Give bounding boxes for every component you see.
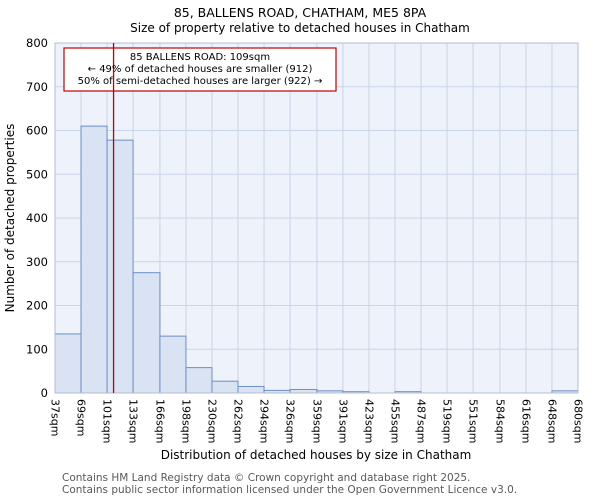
histogram-bar <box>185 367 213 394</box>
y-tick-label: 800 <box>26 36 48 50</box>
histogram-bar <box>54 333 82 394</box>
histogram-bar <box>289 389 318 394</box>
plot-border <box>54 42 579 394</box>
y-tick-label: 700 <box>26 80 48 94</box>
attribution-line1: Contains HM Land Registry data © Crown c… <box>62 472 471 484</box>
x-axis-title: Distribution of detached houses by size … <box>161 448 472 462</box>
x-tick-label: 680sqm <box>572 399 585 443</box>
y-tick-label: 400 <box>26 211 48 225</box>
y-axis-title: Number of detached properties <box>3 124 17 313</box>
y-tick-label: 600 <box>26 124 48 138</box>
y-tick-label: 200 <box>26 299 48 313</box>
x-tick-label: 262sqm <box>232 399 245 443</box>
chart-title: 85, BALLENS ROAD, CHATHAM, ME5 8PA <box>173 5 427 20</box>
annotation-box <box>63 47 337 92</box>
x-tick-label: 359sqm <box>310 399 323 443</box>
attribution-line2: Contains public sector information licen… <box>62 484 518 496</box>
y-tick-label: 0 <box>41 386 48 400</box>
y-axis-ticks: 0 100 200 300 400 500 600 700 800 <box>26 36 48 400</box>
x-tick-label: 294sqm <box>258 399 271 443</box>
annotation-line2: ← 49% of detached houses are smaller (91… <box>88 64 313 75</box>
x-tick-label: 616sqm <box>519 399 532 443</box>
x-tick-label: 101sqm <box>101 399 114 443</box>
histogram-bar <box>159 335 187 394</box>
attribution-footer: Contains HM Land Registry data © Crown c… <box>62 472 600 496</box>
x-tick-label: 487sqm <box>415 399 428 443</box>
x-tick-label: 37sqm <box>49 399 62 436</box>
x-tick-label: 198sqm <box>179 399 192 443</box>
bars <box>54 125 579 394</box>
y-tick-label: 500 <box>26 167 48 181</box>
histogram-bar <box>237 385 265 394</box>
x-tick-label: 391sqm <box>336 399 349 443</box>
x-tick-label: 551sqm <box>467 399 480 443</box>
y-tick-label: 300 <box>26 255 48 269</box>
histogram-chart: 85 BALLENS ROAD: 109sqm ← 49% of detache… <box>3 36 585 462</box>
histogram-bar <box>106 139 134 394</box>
x-tick-label: 455sqm <box>388 399 401 443</box>
chart-header: 85, BALLENS ROAD, CHATHAM, ME5 8PA Size … <box>0 0 600 36</box>
histogram-bar <box>132 272 161 394</box>
annotation-line1: 85 BALLENS ROAD: 109sqm <box>130 52 270 63</box>
x-tick-label: 326sqm <box>284 399 297 443</box>
annotation-line3: 50% of semi-detached houses are larger (… <box>78 76 323 87</box>
x-tick-label: 648sqm <box>545 399 558 443</box>
x-tick-label: 584sqm <box>493 399 506 443</box>
x-tick-label: 519sqm <box>441 399 454 443</box>
histogram-bar <box>211 380 239 394</box>
x-tick-label: 166sqm <box>153 399 166 443</box>
x-tick-label: 133sqm <box>127 399 140 443</box>
histogram-bar <box>80 125 108 394</box>
y-tick-label: 100 <box>26 342 48 356</box>
x-tick-label: 230sqm <box>205 399 218 443</box>
x-tick-label: 69sqm <box>75 399 88 436</box>
x-axis-ticks: 37sqm 69sqm 101sqm 133sqm 166sqm 198sqm 230sqm… <box>49 399 585 443</box>
x-tick-label: 423sqm <box>362 399 375 443</box>
chart-subtitle: Size of property relative to detached ho… <box>130 21 470 35</box>
